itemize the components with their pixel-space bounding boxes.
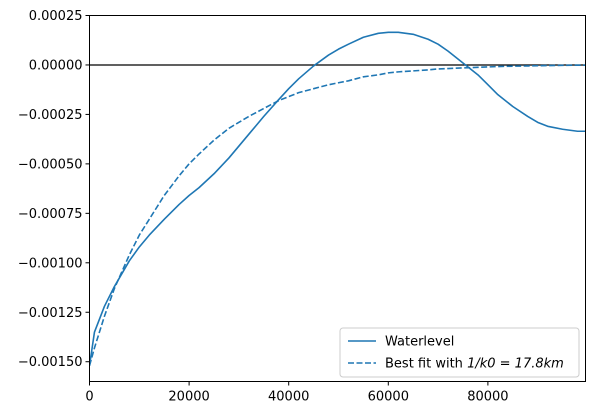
y-tick-label: 0.00025 — [29, 9, 83, 24]
legend-frame — [339, 327, 580, 378]
x-tick-label: 0 — [85, 390, 93, 405]
series-line-best-fit — [89, 64, 586, 366]
legend-label-best-fit: Best fit with 1/k0 = 17.8km — [385, 357, 564, 372]
y-tick-label: 0.00000 — [29, 58, 83, 73]
plot-area — [89, 15, 586, 382]
y-tick-label: −0.00025 — [18, 108, 83, 123]
series-line-waterlevel — [89, 31, 586, 366]
x-tick-label: 40000 — [268, 390, 309, 405]
y-tick-label: −0.00150 — [18, 355, 83, 370]
legend: Waterlevel Best fit with 1/k0 = 17.8km — [339, 327, 580, 378]
y-tick-label: −0.00075 — [18, 207, 83, 222]
x-axis: 0 20000 40000 60000 80000 — [85, 381, 509, 405]
y-tick-label: −0.00125 — [18, 306, 83, 321]
y-tick-label: −0.00100 — [18, 256, 83, 271]
x-tick-label: 20000 — [168, 390, 209, 405]
axes-frame — [89, 15, 586, 382]
legend-label-waterlevel: Waterlevel — [385, 335, 454, 350]
x-tick-label: 60000 — [368, 390, 409, 405]
y-tick-label: −0.00050 — [18, 157, 83, 172]
y-axis: 0.00025 0.00000 −0.00025 −0.00050 −0.00075 −0… — [18, 9, 90, 370]
x-tick-label: 80000 — [467, 390, 508, 405]
